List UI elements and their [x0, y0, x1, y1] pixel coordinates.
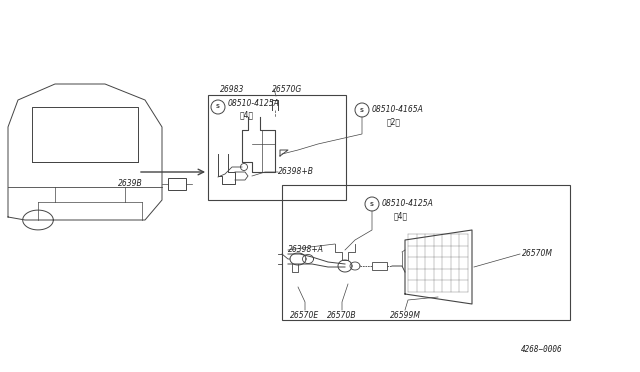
Text: 26570B: 26570B	[327, 311, 357, 321]
Text: （4）: （4）	[240, 110, 254, 119]
Bar	[282, 185, 570, 320]
Text: 26398+A: 26398+A	[288, 246, 324, 254]
Text: （2）: （2）	[387, 118, 401, 126]
Text: 26570E: 26570E	[291, 311, 319, 321]
Text: S: S	[216, 105, 220, 109]
Text: 26398+B: 26398+B	[278, 167, 314, 176]
Text: 08510-4165A: 08510-4165A	[372, 106, 424, 115]
Text: 08510-4125A: 08510-4125A	[228, 99, 280, 109]
Text: S: S	[360, 108, 364, 112]
Bar	[208, 95, 346, 200]
Text: 26570G: 26570G	[272, 84, 302, 93]
Text: 2639B: 2639B	[118, 180, 143, 189]
Text: S: S	[370, 202, 374, 206]
Text: 26599M: 26599M	[390, 311, 420, 321]
Text: 26983: 26983	[220, 84, 244, 93]
Text: 08510-4125A: 08510-4125A	[382, 199, 434, 208]
Text: 26570M: 26570M	[522, 250, 553, 259]
Text: 4268−0006: 4268−0006	[521, 346, 563, 355]
Bar	[168, 178, 186, 190]
Text: （4）: （4）	[394, 212, 408, 221]
Bar	[372, 262, 387, 270]
